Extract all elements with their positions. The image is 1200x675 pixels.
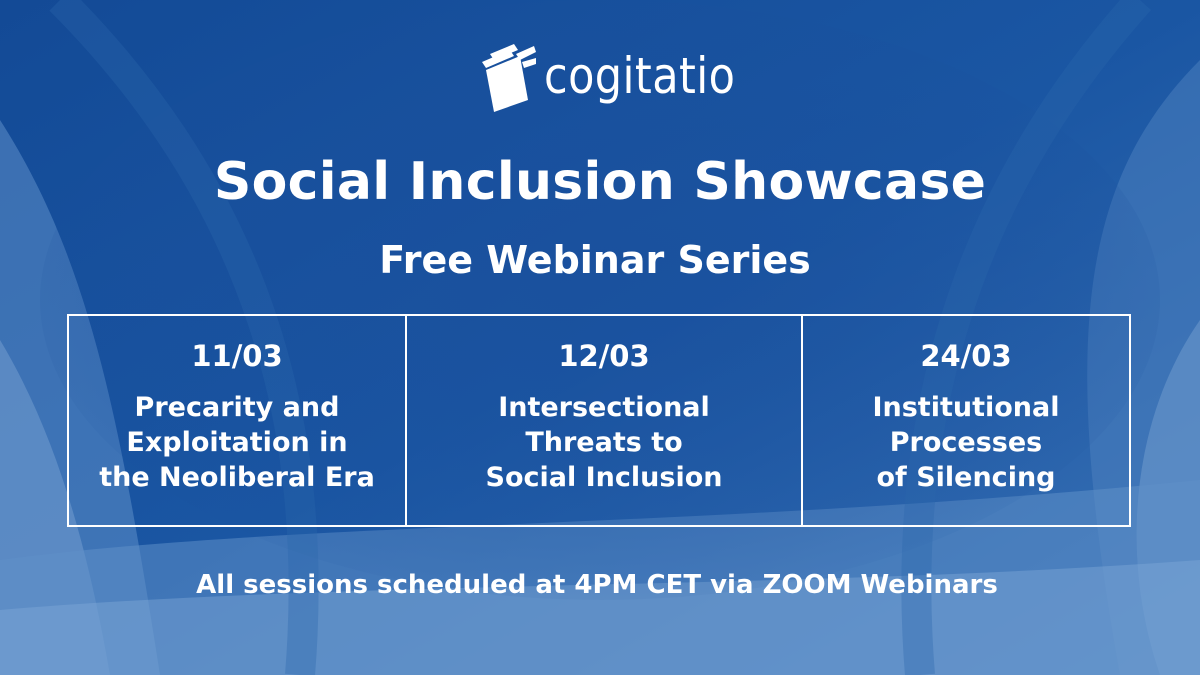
session-title-line: the Neoliberal Era bbox=[99, 462, 375, 493]
brand-logo: cogitatio bbox=[480, 40, 735, 120]
brand-name: cogitatio bbox=[544, 47, 736, 105]
session-title-line: Social Inclusion bbox=[485, 462, 723, 493]
session-date: 24/03 bbox=[920, 339, 1012, 373]
session-title-line: Institutional bbox=[872, 392, 1060, 423]
session-date: 12/03 bbox=[558, 339, 650, 373]
page-subtitle: Free Webinar Series bbox=[379, 238, 811, 282]
session-title-line: Threats to bbox=[525, 427, 683, 458]
page-title: Social Inclusion Showcase bbox=[213, 152, 987, 212]
session-card: 24/03 Institutional Processes of Silenci… bbox=[801, 316, 1129, 525]
open-book-icon bbox=[482, 44, 536, 112]
session-title-line: Processes bbox=[889, 427, 1043, 458]
session-date: 11/03 bbox=[191, 339, 283, 373]
session-card: 11/03 Precarity and Exploitation in the … bbox=[69, 316, 405, 525]
session-title-line: Exploitation in bbox=[126, 427, 348, 458]
schedule-note: All sessions scheduled at 4PM CET via ZO… bbox=[196, 570, 998, 600]
session-title-line: Intersectional bbox=[498, 392, 710, 423]
session-card: 12/03 Intersectional Threats to Social I… bbox=[405, 316, 801, 525]
sessions-table: 11/03 Precarity and Exploitation in the … bbox=[67, 314, 1131, 527]
session-title-line: Precarity and bbox=[134, 392, 340, 423]
session-title-line: of Silencing bbox=[876, 462, 1056, 493]
